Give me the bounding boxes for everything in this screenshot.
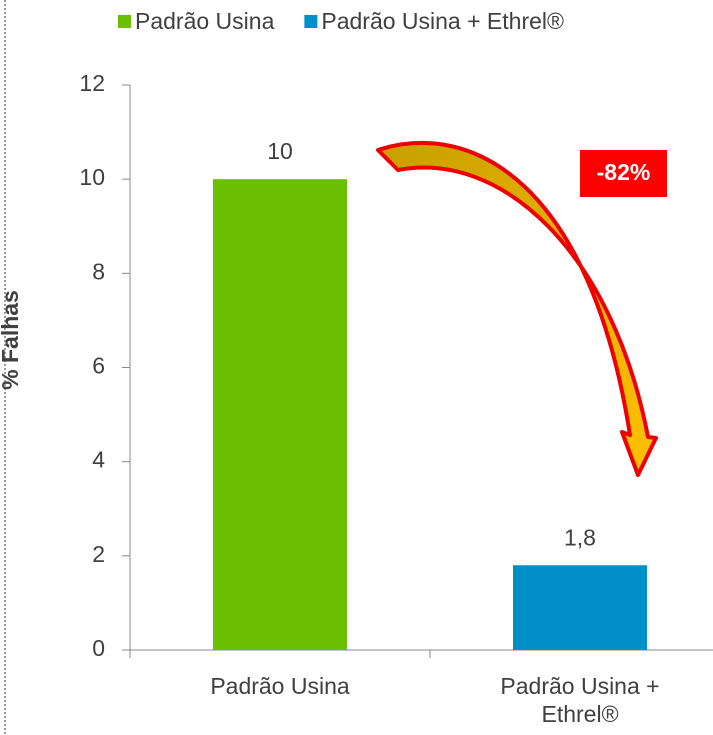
bar [513, 565, 647, 650]
y-tick-label: 8 [92, 258, 105, 284]
legend-label: Padrão Usina + Ethrel® [321, 8, 564, 34]
y-tick-label: 12 [79, 70, 105, 96]
annotation-box [580, 150, 667, 197]
y-tick-label: 2 [92, 541, 105, 567]
y-tick-label: 4 [92, 447, 105, 473]
legend-label: Padrão Usina [135, 8, 275, 34]
value-label: 10 [267, 138, 293, 164]
annotation: -82% [597, 159, 651, 185]
y-tick-label: 0 [92, 635, 105, 661]
y-tick-label: 10 [79, 164, 105, 190]
value-label: 1,8 [564, 524, 596, 550]
y-tick-label: 6 [92, 353, 105, 379]
bar [213, 179, 347, 650]
x-tick-label: Padrão Usina + Ethrel® [500, 673, 660, 727]
y-axis-label: % Falhas [0, 290, 23, 390]
arrow [376, 141, 658, 477]
legend-swatch [118, 15, 131, 28]
legend-swatch [304, 15, 318, 28]
x-tick-label: Padrão Usina [210, 673, 350, 699]
